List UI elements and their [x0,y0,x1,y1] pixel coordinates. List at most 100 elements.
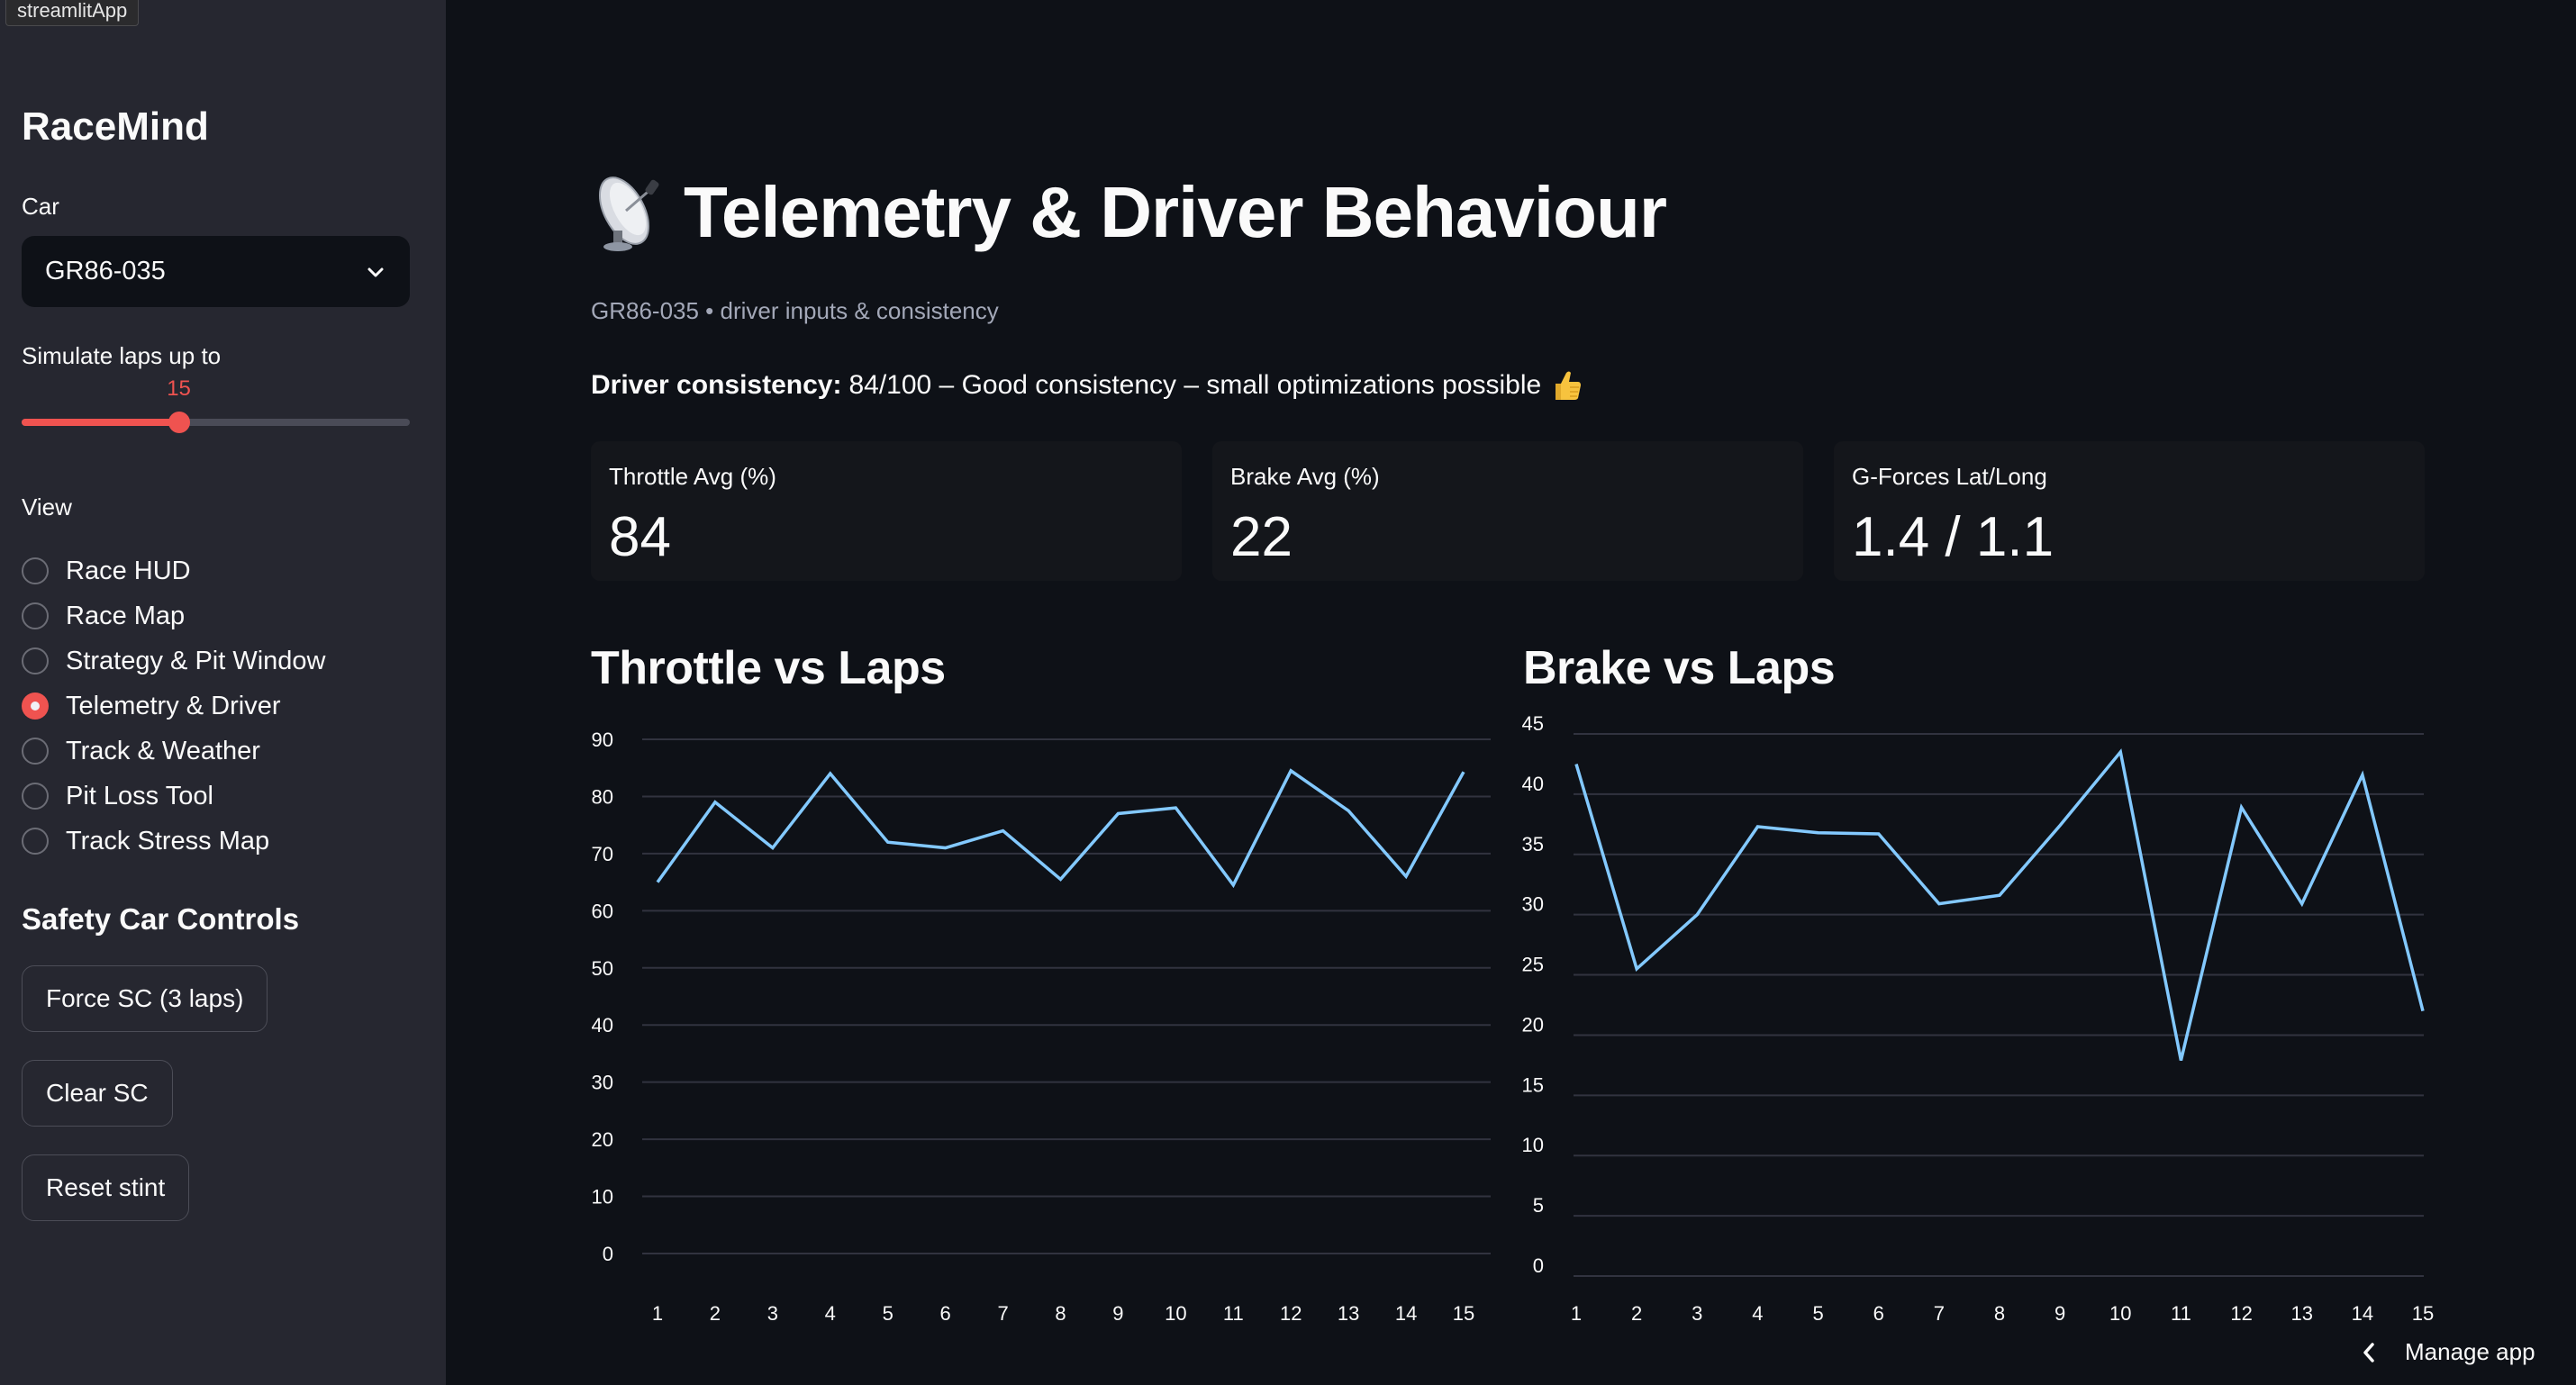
data-point[interactable] [2357,769,2368,780]
app-badge: streamlitApp [5,0,140,26]
data-point[interactable] [1813,828,1824,838]
car-select[interactable]: GR86-035 [22,236,410,307]
radio-unselected-icon [22,557,49,584]
x-tick-label: 11 [1223,1302,1244,1325]
x-tick-label: 6 [1873,1302,1884,1325]
sidebar-title: RaceMind [22,104,209,149]
metric-value: 1.4 / 1.1 [1852,506,2054,568]
view-label: View [22,493,72,521]
reset-stint-button[interactable]: Reset stint [22,1154,190,1221]
view-option-strategy-pit-window[interactable]: Strategy & Pit Window [22,638,326,683]
y-tick-label: 15 [1522,1073,1544,1096]
y-tick-label: 70 [592,843,613,865]
x-tick-label: 8 [1994,1302,2005,1325]
x-tick-label: 8 [1055,1302,1066,1325]
view-option-track-weather[interactable]: Track & Weather [22,729,326,774]
page-subtitle: GR86-035 • driver inputs & consistency [591,297,999,324]
x-tick-label: 2 [1631,1302,1642,1325]
slider-thumb[interactable] [168,412,190,433]
series-line [656,768,1465,889]
view-option-label: Telemetry & Driver [66,691,281,720]
y-tick-label: 25 [1522,954,1544,976]
x-tick-label: 3 [1692,1302,1702,1325]
satellite-antenna-icon [598,177,659,251]
x-tick-label: 3 [767,1302,778,1325]
y-tick-label: 80 [592,785,613,808]
y-tick-label: 20 [592,1128,613,1151]
y-tick-label: 20 [1522,1013,1544,1036]
data-point[interactable] [1934,899,1945,910]
view-option-race-hud[interactable]: Race HUD [22,548,326,593]
x-tick-label: 14 [1395,1302,1417,1325]
data-point[interactable] [2236,802,2247,813]
data-point[interactable] [1692,910,1702,920]
radio-selected-icon [22,692,49,720]
y-tick-label: 5 [1533,1194,1544,1217]
y-tick-label: 10 [1522,1134,1544,1156]
x-tick-label: 12 [2230,1302,2252,1325]
view-option-telemetry-driver[interactable]: Telemetry & Driver [22,683,326,729]
data-point[interactable] [1571,758,1582,769]
view-option-race-map[interactable]: Race Map [22,593,326,638]
manage-app-button[interactable]: Manage app [2360,1338,2535,1366]
x-tick-label: 1 [1571,1302,1582,1325]
throttle-chart-title: Throttle vs Laps [591,642,946,694]
y-tick-label: 90 [592,729,613,751]
series-line [1574,748,2425,1061]
consistency-text: 84/100 – Good consistency – small optimi… [848,370,1542,400]
data-point[interactable] [2175,1055,2186,1066]
x-tick-label: 7 [997,1302,1008,1325]
data-point[interactable] [1631,964,1642,974]
metric-throttle-avg: Throttle Avg (%) 84 [591,441,1182,581]
view-option-pit-loss-tool[interactable]: Pit Loss Tool [22,774,326,819]
data-point[interactable] [1994,890,2005,901]
x-tick-label: 11 [2171,1302,2191,1325]
y-tick-label: 40 [1522,773,1544,795]
page-title: Telemetry & Driver Behaviour [590,171,1667,254]
data-point[interactable] [1873,828,1884,839]
x-tick-label: 4 [825,1302,836,1325]
x-tick-label: 15 [2412,1302,2434,1325]
metric-g-forces: G-Forces Lat/Long 1.4 / 1.1 [1834,441,2425,581]
y-tick-label: 35 [1522,833,1544,855]
y-tick-label: 30 [1522,893,1544,916]
y-tick-label: 30 [592,1072,613,1094]
x-tick-label: 9 [2054,1302,2065,1325]
chevron-down-icon [367,267,384,276]
radio-unselected-icon [22,783,49,810]
radio-unselected-icon [22,647,49,674]
x-tick-label: 5 [1812,1302,1823,1325]
data-point[interactable] [2115,747,2126,757]
consistency-label: Driver consistency: [591,370,842,400]
force-sc-button[interactable]: Force SC (3 laps) [22,965,268,1032]
laps-slider[interactable] [22,412,410,433]
data-point[interactable] [2417,1006,2428,1017]
metric-brake-avg: Brake Avg (%) 22 [1212,441,1803,581]
y-tick-label: 60 [592,900,613,922]
view-option-label: Race HUD [66,556,191,585]
consistency-line: Driver consistency: 84/100 – Good consis… [591,367,1584,403]
y-tick-label: 0 [603,1243,613,1265]
view-option-label: Track Stress Map [66,826,270,855]
view-option-label: Track & Weather [66,736,260,765]
slider-label: Simulate laps up to [22,342,222,369]
view-radio-group: Race HUD Race Map Strategy & Pit Window Tel… [22,548,326,864]
view-option-label: Strategy & Pit Window [66,646,326,675]
data-point[interactable] [1752,821,1763,832]
y-tick-label: 0 [1533,1254,1544,1277]
x-tick-label: 4 [1752,1302,1763,1325]
manage-app-label: Manage app [2405,1338,2535,1365]
view-option-label: Pit Loss Tool [66,781,213,810]
x-tick-label: 9 [1112,1302,1123,1325]
radio-unselected-icon [22,828,49,855]
metric-label: G-Forces Lat/Long [1852,463,2047,490]
metric-value: 22 [1230,506,1293,568]
car-label: Car [22,193,59,220]
view-option-track-stress-map[interactable]: Track Stress Map [22,819,326,864]
data-point[interactable] [2297,899,2308,910]
data-point[interactable] [2054,820,2065,831]
clear-sc-button[interactable]: Clear SC [22,1060,173,1127]
safety-car-heading: Safety Car Controls [22,902,300,936]
